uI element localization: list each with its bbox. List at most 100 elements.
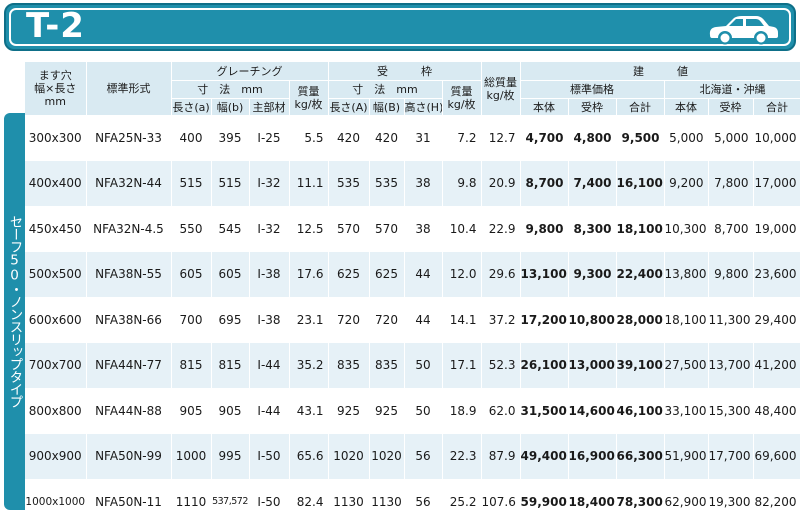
- cell-sp2: 13,000: [568, 342, 617, 388]
- cell-gw: 12.5: [289, 206, 329, 252]
- cell-sp2: 10,800: [568, 297, 617, 343]
- cell-opening: 400x400: [25, 160, 87, 206]
- cell-tw: 12.7: [481, 115, 521, 161]
- header-opening: ます穴 幅×長さ mm: [25, 62, 87, 115]
- cell-hp3: 82,200: [753, 479, 800, 525]
- cell-opening: 300x300: [25, 115, 87, 161]
- header-frame-mass: 質量 kg/枚: [442, 80, 482, 115]
- cell-fa: 1020: [328, 433, 370, 479]
- header-hp-body: 本体: [664, 98, 709, 115]
- header-sp-body: 本体: [520, 98, 569, 115]
- cell-hp3: 19,000: [753, 206, 800, 252]
- cell-gw: 11.1: [289, 160, 329, 206]
- cell-gw: 82.4: [289, 479, 329, 525]
- cell-model: NFA44N-88: [86, 388, 172, 434]
- cell-fh: 50: [404, 342, 443, 388]
- cell-tw: 107.6: [481, 479, 521, 525]
- cell-hp3: 10,000: [753, 115, 800, 161]
- cell-hp1: 9,200: [664, 160, 709, 206]
- cell-hp3: 48,400: [753, 388, 800, 434]
- cell-hp1: 13,800: [664, 251, 709, 297]
- header-g-len: 長さ(a): [171, 98, 212, 115]
- page-title: T-2: [26, 6, 85, 46]
- cell-gb: 905: [211, 388, 250, 434]
- header-f-wid: 幅(B): [369, 98, 405, 115]
- cell-gb: 537,572: [211, 479, 250, 525]
- cell-model: NFA50N-99: [86, 433, 172, 479]
- cell-hp2: 5,000: [708, 115, 754, 161]
- cell-fa: 925: [328, 388, 370, 434]
- cell-model: NFA44N-77: [86, 342, 172, 388]
- cell-fa: 835: [328, 342, 370, 388]
- header-grating: グレーチング: [171, 62, 329, 81]
- cell-sp3: 16,100: [616, 160, 665, 206]
- cell-fa: 625: [328, 251, 370, 297]
- cell-hp2: 17,700: [708, 433, 754, 479]
- cell-ga: 815: [171, 342, 212, 388]
- cell-tw: 52.3: [481, 342, 521, 388]
- cell-sp1: 31,500: [520, 388, 569, 434]
- cell-fh: 38: [404, 206, 443, 252]
- cell-opening: 900x900: [25, 433, 87, 479]
- cell-sp2: 16,900: [568, 433, 617, 479]
- cell-fb: 625: [369, 251, 405, 297]
- header-frame-dims: 寸 法 mm: [328, 80, 443, 99]
- table-row: 1000x1000 NFA50N-11 1110 537,572 I-50 82.4 113…: [25, 479, 800, 525]
- cell-gw: 5.5: [289, 115, 329, 161]
- cell-hp2: 19,300: [708, 479, 754, 525]
- cell-ga: 400: [171, 115, 212, 161]
- header-sp-frame: 受枠: [568, 98, 617, 115]
- cell-sp3: 78,300: [616, 479, 665, 525]
- cell-sp2: 8,300: [568, 206, 617, 252]
- cell-fb: 835: [369, 342, 405, 388]
- cell-gm: I-38: [249, 297, 290, 343]
- cell-gm: I-32: [249, 160, 290, 206]
- cell-fw: 17.1: [442, 342, 482, 388]
- cell-gw: 65.6: [289, 433, 329, 479]
- cell-gm: I-50: [249, 479, 290, 525]
- cell-opening: 700x700: [25, 342, 87, 388]
- cell-model: NFA32N-4.5: [86, 206, 172, 252]
- cell-fa: 420: [328, 115, 370, 161]
- cell-gb: 695: [211, 297, 250, 343]
- cell-hp2: 11,300: [708, 297, 754, 343]
- cell-model: NFA50N-11: [86, 479, 172, 525]
- table-row: 400x400 NFA32N-44 515 515 I-32 11.1 535 535 38 9.…: [25, 160, 800, 206]
- cell-sp3: 39,100: [616, 342, 665, 388]
- cell-gm: I-44: [249, 342, 290, 388]
- header-g-wid: 幅(b): [211, 98, 250, 115]
- cell-gw: 43.1: [289, 388, 329, 434]
- cell-hp1: 62,900: [664, 479, 709, 525]
- cell-opening: 800x800: [25, 388, 87, 434]
- cell-fb: 535: [369, 160, 405, 206]
- cell-hp3: 29,400: [753, 297, 800, 343]
- cell-hp1: 51,900: [664, 433, 709, 479]
- header-sp-total: 合計: [616, 98, 665, 115]
- cell-fw: 10.4: [442, 206, 482, 252]
- cell-fh: 44: [404, 297, 443, 343]
- cell-gw: 23.1: [289, 297, 329, 343]
- cell-fb: 1020: [369, 433, 405, 479]
- table-row: 900x900 NFA50N-99 1000 995 I-50 65.6 1020 1020 5…: [25, 433, 800, 479]
- cell-ga: 1110: [171, 479, 212, 525]
- cell-ga: 905: [171, 388, 212, 434]
- cell-gm: I-25: [249, 115, 290, 161]
- cell-hp3: 69,600: [753, 433, 800, 479]
- cell-gb: 605: [211, 251, 250, 297]
- cell-fw: 12.0: [442, 251, 482, 297]
- cell-tw: 62.0: [481, 388, 521, 434]
- cell-sp3: 66,300: [616, 433, 665, 479]
- cell-hp2: 9,800: [708, 251, 754, 297]
- cell-hp2: 15,300: [708, 388, 754, 434]
- cell-hp3: 23,600: [753, 251, 800, 297]
- cell-fb: 420: [369, 115, 405, 161]
- header-price-group: 建 値: [520, 62, 800, 81]
- table-row: 600x600 NFA38N-66 700 695 I-38 23.1 720 720 44 14…: [25, 297, 800, 343]
- cell-gm: I-38: [249, 251, 290, 297]
- cell-gb: 515: [211, 160, 250, 206]
- table-row: 450x450 NFA32N-4.5 550 545 I-32 12.5 570 570 38 1…: [25, 206, 800, 252]
- header-hp-total: 合計: [753, 98, 800, 115]
- cell-ga: 1000: [171, 433, 212, 479]
- cell-sp3: 28,000: [616, 297, 665, 343]
- cell-hp2: 8,700: [708, 206, 754, 252]
